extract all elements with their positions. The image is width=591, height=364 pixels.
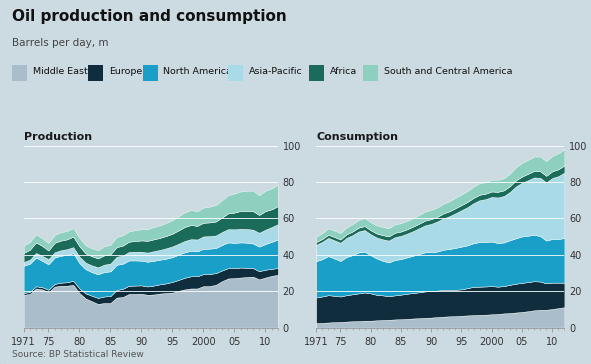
Text: Asia-Pacific: Asia-Pacific	[249, 67, 303, 76]
Text: Africa: Africa	[330, 67, 357, 76]
Text: Production: Production	[24, 132, 92, 142]
Text: Consumption: Consumption	[316, 132, 398, 142]
Text: Europe: Europe	[109, 67, 142, 76]
Text: Source: BP Statistical Review: Source: BP Statistical Review	[12, 349, 144, 359]
Text: South and Central America: South and Central America	[384, 67, 512, 76]
Text: Barrels per day, m: Barrels per day, m	[12, 38, 108, 48]
Text: Middle East: Middle East	[33, 67, 87, 76]
Text: North America: North America	[163, 67, 232, 76]
Text: Oil production and consumption: Oil production and consumption	[12, 9, 287, 24]
